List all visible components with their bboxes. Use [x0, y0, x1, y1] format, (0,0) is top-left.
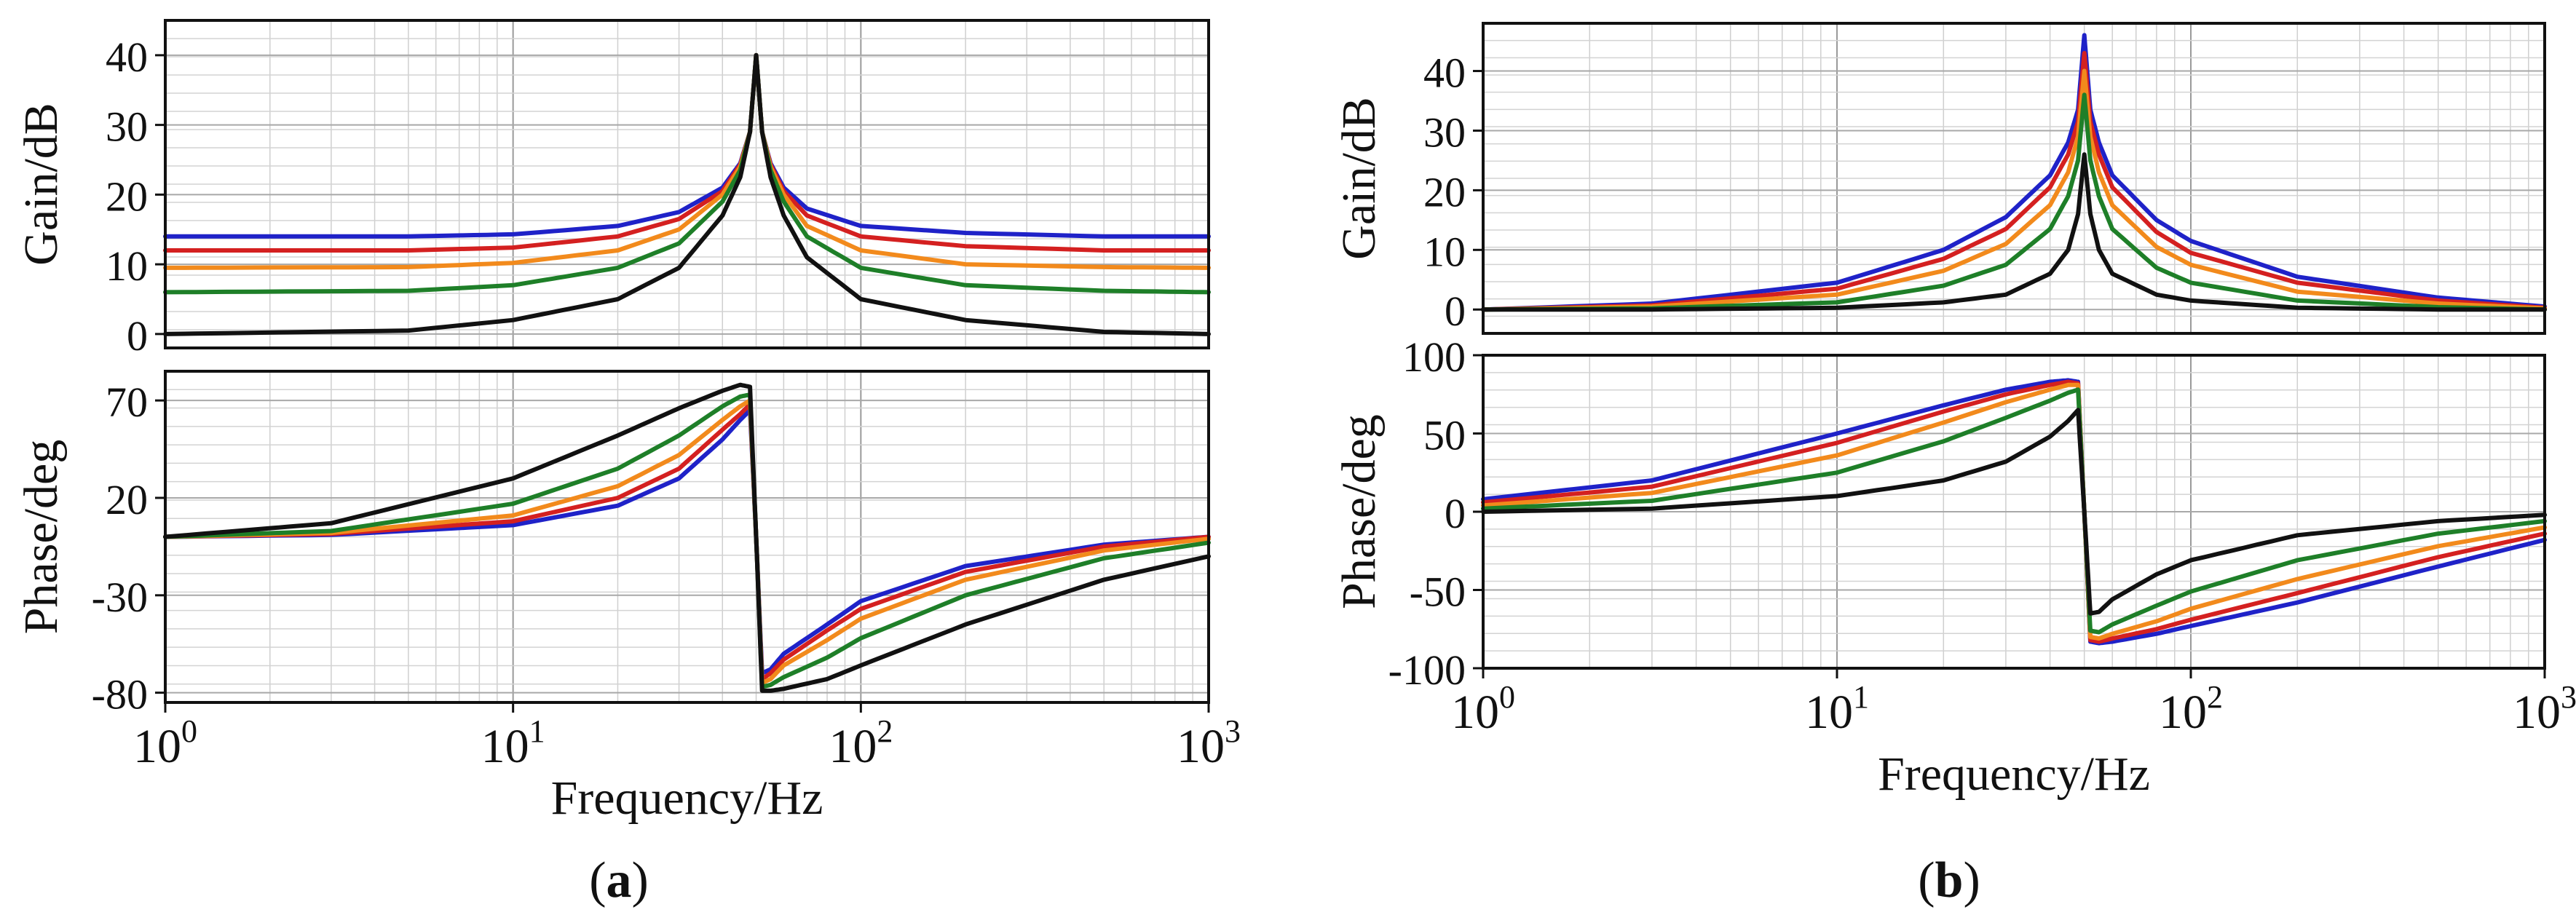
x-tick-label: 103 — [2513, 679, 2576, 739]
y-tick-label: 20 — [1423, 168, 1466, 215]
y-tick-label: 0 — [1445, 288, 1466, 335]
y-tick-label: 20 — [106, 173, 148, 220]
chart-0-phase-panel: -80 -30 20 70 Phase/deg — [15, 370, 1211, 718]
y-tick-label: 50 — [1423, 412, 1466, 459]
x-tick-base: 10 — [2513, 686, 2561, 739]
x-tick-exponent: 1 — [1853, 679, 1869, 715]
x-tick-base: 10 — [133, 720, 181, 773]
y-tick-label: 10 — [106, 242, 148, 290]
x-axis-label: Frequency/Hz — [1878, 748, 2150, 801]
y-axis-label: Phase/deg — [15, 440, 68, 635]
caption-open: ( — [1918, 852, 1935, 908]
x-tick-exponent: 2 — [877, 713, 893, 749]
subplot-caption: (b) — [1918, 852, 1980, 908]
x-tick-label: 102 — [2159, 679, 2223, 739]
y-axis-label: Gain/dB — [1332, 97, 1386, 260]
x-tick-base: 10 — [2159, 686, 2207, 739]
x-tick-base: 10 — [481, 720, 529, 773]
x-tick-base: 10 — [1805, 686, 1853, 739]
x-tick-label: 102 — [829, 713, 893, 773]
y-tick-label: 40 — [106, 33, 148, 81]
x-tick-label: 103 — [1177, 713, 1241, 773]
series-line-kr-80 — [1481, 68, 2547, 312]
caption-letter: b — [1935, 852, 1964, 908]
chart-1-phase-panel: -100 -50 0 50 100 Phase/deg — [1332, 333, 2547, 694]
series-line-kp-0-2 — [163, 382, 1211, 693]
chart-0-gain-panel: 0 10 20 30 40 Gain/dB — [15, 19, 1211, 360]
x-tick-label: 100 — [1451, 679, 1515, 739]
series-line-kr-20 — [1481, 152, 2547, 312]
plot-frame — [1482, 22, 2546, 335]
x-tick-base: 10 — [829, 720, 877, 773]
x-tick-exponent: 0 — [181, 713, 197, 749]
y-tick-label: 70 — [106, 379, 148, 426]
x-tick-base: 10 — [1451, 686, 1499, 739]
caption-letter: a — [607, 852, 632, 908]
plot-frame — [164, 19, 1210, 349]
series-line-kr-110 — [1481, 51, 2547, 312]
caption-open: ( — [589, 852, 606, 908]
x-tick-exponent: 0 — [1499, 679, 1515, 715]
y-tick-label: -100 — [1388, 646, 1466, 694]
y-tick-label: -50 — [1410, 569, 1466, 616]
y-axis-label: Phase/deg — [1332, 414, 1386, 609]
x-tick-exponent: 3 — [2561, 679, 2576, 715]
subplot-caption: (a) — [589, 852, 649, 908]
y-tick-label: -80 — [92, 671, 148, 718]
series-line-kr-140 — [1481, 33, 2547, 312]
caption-close: ) — [632, 852, 649, 908]
y-axis-label: Gain/dB — [15, 103, 68, 266]
x-tick-label: 100 — [133, 713, 197, 773]
plot-frame — [164, 370, 1210, 704]
x-axis-label: Frequency/Hz — [551, 772, 823, 825]
series-line-kr-50 — [1481, 92, 2547, 312]
x-tick-exponent: 1 — [529, 713, 545, 749]
caption-close: ) — [1963, 852, 1980, 908]
y-tick-label: 10 — [1423, 228, 1466, 275]
series-line-kp-0-2 — [163, 52, 1211, 336]
y-tick-label: 0 — [1445, 490, 1466, 537]
chart-1-gain-panel: 0 10 20 30 40 Gain/dB — [1332, 22, 2547, 335]
y-tick-label: 30 — [106, 103, 148, 151]
y-tick-label: 100 — [1402, 333, 1466, 381]
y-tick-label: 20 — [106, 476, 148, 523]
y-tick-label: 40 — [1423, 49, 1466, 97]
x-tick-exponent: 2 — [2207, 679, 2223, 715]
x-tick-base: 10 — [1177, 720, 1225, 773]
x-tick-label: 101 — [1805, 679, 1869, 739]
x-tick-label: 101 — [481, 713, 545, 773]
y-tick-label: -30 — [92, 574, 148, 621]
y-tick-label: 30 — [1423, 108, 1466, 156]
series-line-kr-20 — [1481, 408, 2547, 616]
x-tick-exponent: 3 — [1225, 713, 1241, 749]
y-tick-label: 0 — [127, 312, 148, 360]
